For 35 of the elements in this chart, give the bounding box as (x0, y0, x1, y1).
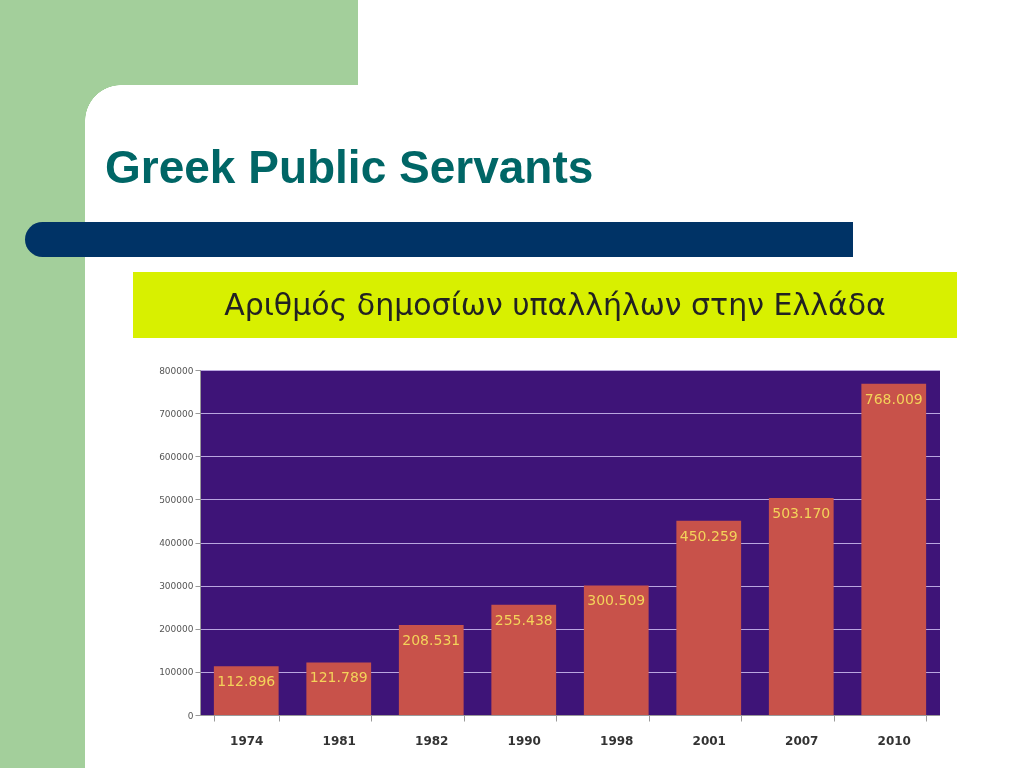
x-tick-label: 1982 (415, 733, 449, 748)
bar (491, 604, 557, 715)
bar (398, 625, 464, 715)
x-tick-label: 2001 (692, 733, 726, 748)
data-label: 503.170 (772, 505, 831, 522)
x-tick-label: 1998 (600, 733, 634, 748)
bar (768, 498, 834, 715)
bar (676, 520, 742, 715)
bar (213, 666, 279, 715)
y-tick-label: 0 (187, 710, 194, 721)
y-tick-label: 500000 (159, 494, 194, 505)
data-label: 768.009 (864, 390, 923, 407)
chart-title: Greek Public Servants (105, 140, 594, 194)
x-tick-label: 1974 (230, 733, 264, 748)
y-tick-label: 100000 (159, 667, 194, 678)
bar (583, 585, 649, 715)
x-tick-label: 1981 (322, 733, 356, 748)
bar (306, 662, 372, 715)
x-tick-label: 2007 (785, 733, 819, 748)
chart-subtitle: Αριθμός δημοσίων υπαλλήλων στην Ελλάδα (133, 272, 957, 338)
data-label: 112.896 (217, 673, 276, 690)
data-label: 300.509 (587, 592, 646, 609)
data-label: 450.259 (679, 527, 738, 544)
data-label: 121.789 (309, 669, 368, 686)
y-tick-label: 400000 (159, 538, 194, 548)
y-tick-label: 800000 (159, 365, 194, 376)
x-tick-label: 1990 (507, 733, 541, 748)
y-tick-label: 600000 (159, 451, 194, 462)
y-tick-label: 700000 (159, 408, 194, 419)
x-tick-label: 2010 (877, 733, 911, 748)
data-label: 208.531 (402, 632, 461, 649)
data-label: 255.438 (494, 611, 553, 628)
y-tick-label: 200000 (159, 624, 194, 635)
y-tick-label: 300000 (159, 581, 194, 592)
bar (861, 383, 927, 715)
